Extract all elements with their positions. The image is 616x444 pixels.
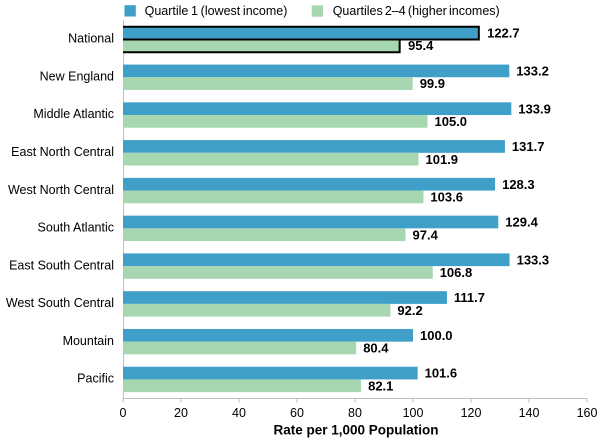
svg-text:129.4: 129.4 xyxy=(505,215,538,230)
svg-text:East North Central: East North Central xyxy=(11,145,114,159)
svg-text:100.0: 100.0 xyxy=(420,328,453,343)
svg-text:100: 100 xyxy=(403,406,424,420)
svg-text:99.9: 99.9 xyxy=(420,76,445,91)
svg-text:92.2: 92.2 xyxy=(397,303,422,318)
svg-text:National: National xyxy=(68,32,114,46)
svg-text:111.7: 111.7 xyxy=(454,290,485,305)
svg-text:97.4: 97.4 xyxy=(413,227,439,242)
svg-text:East South Central: East South Central xyxy=(9,258,114,272)
svg-text:20: 20 xyxy=(174,406,188,420)
svg-text:Quartile 1 (lowest income): Quartile 1 (lowest income) xyxy=(145,4,288,18)
svg-text:60: 60 xyxy=(290,406,304,420)
svg-text:133.2: 133.2 xyxy=(516,64,549,79)
svg-text:40: 40 xyxy=(232,406,246,420)
svg-text:103.6: 103.6 xyxy=(430,190,463,205)
svg-text:West South Central: West South Central xyxy=(6,296,114,310)
svg-text:West North Central: West North Central xyxy=(8,183,114,197)
svg-text:Rate per 1,000 Population: Rate per 1,000 Population xyxy=(273,422,438,437)
svg-text:Middle Atlantic: Middle Atlantic xyxy=(33,107,114,121)
svg-text:131.7: 131.7 xyxy=(512,139,545,154)
svg-text:Quartiles 2–4 (higher incomes): Quartiles 2–4 (higher incomes) xyxy=(333,4,500,18)
svg-text:95.4: 95.4 xyxy=(408,38,434,53)
svg-text:105.0: 105.0 xyxy=(435,114,468,129)
svg-text:82.1: 82.1 xyxy=(368,378,393,393)
svg-text:106.8: 106.8 xyxy=(440,265,473,280)
svg-text:133.9: 133.9 xyxy=(518,101,551,116)
svg-text:133.3: 133.3 xyxy=(517,252,550,267)
svg-text:101.9: 101.9 xyxy=(426,152,459,167)
svg-text:122.7: 122.7 xyxy=(487,25,520,40)
svg-text:Pacific: Pacific xyxy=(77,372,114,386)
svg-text:80.4: 80.4 xyxy=(363,341,389,356)
svg-text:New England: New England xyxy=(40,70,114,84)
svg-text:80: 80 xyxy=(348,406,362,420)
svg-text:120: 120 xyxy=(461,406,482,420)
svg-text:140: 140 xyxy=(519,406,540,420)
svg-text:128.3: 128.3 xyxy=(502,177,535,192)
svg-text:Mountain: Mountain xyxy=(63,334,114,348)
svg-text:101.6: 101.6 xyxy=(425,366,458,381)
svg-text:0: 0 xyxy=(120,406,127,420)
svg-text:160: 160 xyxy=(577,406,598,420)
svg-text:South Atlantic: South Atlantic xyxy=(38,221,114,235)
